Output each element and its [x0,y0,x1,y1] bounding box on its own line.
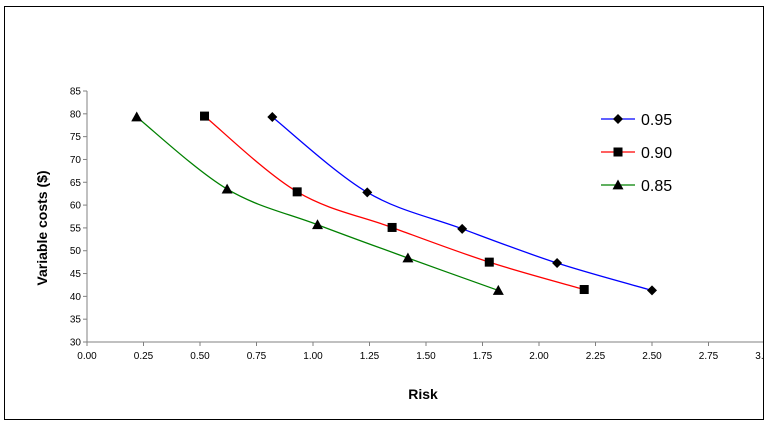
x-tick-label: 0.50 [190,351,210,362]
legend-label: 0.95 [641,112,672,129]
y-tick-label: 85 [70,87,82,98]
x-tick-label: 2.75 [699,351,719,362]
x-tick-label: 2.00 [529,351,549,362]
chart: 0.00 0.25 0.50 0.75 1.00 1.25 1.50 1.75 2.00 2.25… [34,87,769,403]
chart-series [131,111,657,296]
y-tick-label: 80 [70,109,82,120]
legend: 0.95 0.90 0.85 [601,112,672,195]
y-tick-label: 40 [70,292,82,303]
data-point [312,219,324,230]
y-tick-labels: 30 35 40 45 50 55 60 65 70 75 80 85 [70,87,82,349]
x-tick-label: 0.75 [247,351,267,362]
data-point [387,222,397,232]
legend-marker [612,179,624,190]
series-0-95 [267,112,657,296]
y-tick-label: 70 [70,155,82,166]
y-tick-label: 75 [70,132,82,143]
data-point [362,187,373,198]
data-point [579,285,589,295]
series-line [204,115,585,291]
data-point [402,252,414,263]
x-tick-labels: 0.00 0.25 0.50 0.75 1.00 1.25 1.50 1.75 2.00 2.25… [77,351,769,362]
y-tick-label: 60 [70,201,82,212]
series-line [271,116,653,292]
chart-frame: 0.00 0.25 0.50 0.75 1.00 1.25 1.50 1.75 2.00 2.25… [4,6,769,420]
series-line [136,116,499,292]
x-tick-label: 1.25 [360,351,380,362]
y-tick-label: 30 [70,338,82,349]
chart-axes [83,90,766,346]
y-tick-label: 45 [70,269,82,280]
data-point [492,284,504,295]
x-tick-label: 1.75 [473,351,493,362]
y-tick-label: 65 [70,178,82,189]
x-tick-label: 0.00 [77,351,97,362]
data-point [131,111,143,122]
data-point [292,187,302,197]
y-tick-label: 35 [70,315,82,326]
y-tick-label: 55 [70,223,82,234]
x-tick-label: 2.50 [642,351,662,362]
x-tick-label: 2.25 [586,351,606,362]
data-point [457,223,468,234]
y-axis-label: Variable costs ($) [34,170,50,285]
x-tick-label: 1.50 [416,351,436,362]
series-0-85 [131,111,504,295]
data-point [221,183,233,194]
data-point [200,111,210,121]
series-0-90 [200,111,589,295]
legend-item: 0.85 [601,178,672,195]
legend-item: 0.90 [601,145,672,162]
legend-label: 0.85 [641,178,672,195]
data-point [267,112,278,123]
x-tick-label: 3.00 [755,351,763,362]
legend-marker [613,114,623,124]
data-point [647,285,657,296]
legend-label: 0.90 [641,145,672,162]
legend-marker [613,147,623,157]
y-tick-label: 50 [70,246,82,257]
x-tick-label: 1.00 [303,351,323,362]
x-axis-label: Risk [408,386,438,402]
data-point [484,257,494,267]
legend-item: 0.95 [601,112,672,129]
x-tick-label: 0.25 [134,351,154,362]
data-point [552,258,563,269]
